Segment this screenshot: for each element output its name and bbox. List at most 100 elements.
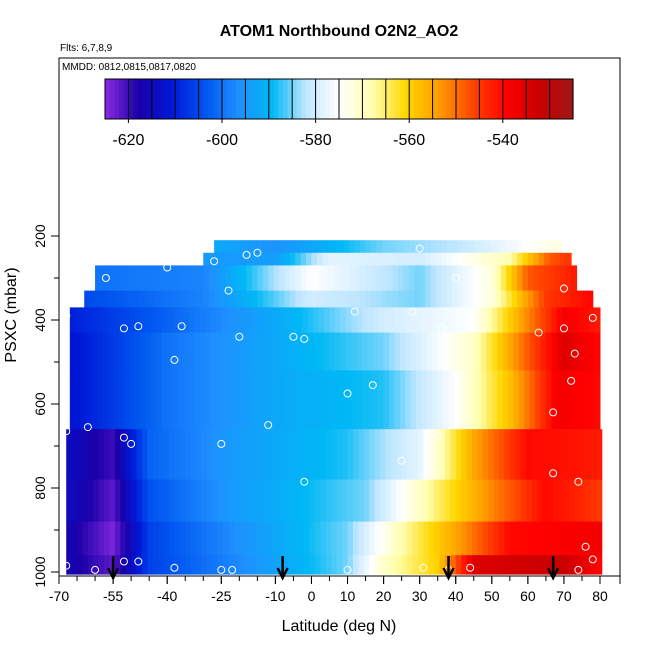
x-tick-label: 50 xyxy=(484,588,500,604)
heatmap-cell xyxy=(379,479,386,523)
heatmap-cell xyxy=(109,429,116,481)
colorbar-cell xyxy=(540,79,546,119)
heatmap-cell xyxy=(531,429,538,481)
heatmap-cell xyxy=(277,521,284,556)
colorbar-cell xyxy=(558,79,565,119)
colorbar-cell xyxy=(151,79,158,119)
heatmap-cell xyxy=(379,429,386,481)
heatmap-cell xyxy=(504,555,511,575)
heatmap-cell xyxy=(569,555,576,575)
heatmap-cell xyxy=(583,370,590,430)
heatmap-cell xyxy=(426,307,433,334)
colorbar-cell xyxy=(381,79,387,119)
heatmap-cell xyxy=(569,479,576,523)
heatmap-cell xyxy=(273,240,280,254)
heatmap-cell xyxy=(439,479,446,523)
heatmap-cell xyxy=(434,479,441,523)
y-tick-label: 800 xyxy=(32,476,48,500)
heatmap-cell xyxy=(446,290,453,308)
heatmap-cell xyxy=(452,252,459,266)
heatmap-cell xyxy=(219,240,226,254)
heatmap-cell xyxy=(223,521,230,556)
heatmap-cell xyxy=(134,370,141,430)
heatmap-cell xyxy=(298,521,305,556)
heatmap-cell xyxy=(403,290,410,308)
heatmap-cell xyxy=(484,290,491,308)
heatmap-cell xyxy=(363,555,370,575)
heatmap-cell xyxy=(417,521,424,556)
heatmap-cell xyxy=(293,429,300,481)
heatmap-cell xyxy=(581,290,588,308)
heatmap-cell xyxy=(486,332,493,371)
heatmap-cell xyxy=(403,252,410,266)
heatmap-cell xyxy=(96,370,103,430)
heatmap-cell xyxy=(250,429,257,481)
heatmap-cell xyxy=(230,290,237,308)
heatmap-cell xyxy=(572,332,579,371)
heatmap-cell xyxy=(275,307,282,334)
heatmap-cell xyxy=(338,240,345,254)
heatmap-cell xyxy=(365,252,372,266)
heatmap-cell xyxy=(401,555,408,575)
heatmap-cell xyxy=(228,429,235,481)
heatmap-cell xyxy=(289,240,296,254)
heatmap-cell xyxy=(453,370,460,430)
heatmap-cell xyxy=(306,240,312,254)
heatmap-cell xyxy=(206,555,213,575)
heatmap-cell xyxy=(127,290,134,308)
heatmap-cell xyxy=(242,370,249,430)
heatmap-cell xyxy=(369,479,376,523)
heatmap-cell xyxy=(506,240,513,254)
sample-point xyxy=(177,322,186,331)
heatmap-cell xyxy=(349,265,356,292)
heatmap-cell xyxy=(464,370,471,430)
heatmap-cell xyxy=(336,521,343,556)
sample-point xyxy=(437,324,446,333)
heatmap-cell xyxy=(477,479,484,523)
heatmap-cell xyxy=(524,332,531,371)
heatmap-cell xyxy=(554,265,561,292)
heatmap-cell xyxy=(580,479,587,523)
heatmap-cell xyxy=(540,332,547,371)
heatmap-cell xyxy=(224,265,231,292)
heatmap-cell xyxy=(410,332,417,371)
heatmap-cell xyxy=(347,429,354,481)
heatmap-cell xyxy=(197,265,204,292)
heatmap-cell xyxy=(533,290,540,308)
heatmap-cell xyxy=(526,429,532,481)
heatmap-cell xyxy=(461,555,468,575)
heatmap-cell xyxy=(300,252,307,266)
heatmap-cell xyxy=(372,307,379,334)
heatmap-cell xyxy=(246,240,253,254)
heatmap-cell xyxy=(562,370,569,430)
heatmap-cell xyxy=(140,370,147,430)
heatmap-cell xyxy=(515,479,522,523)
heatmap-cell xyxy=(531,521,538,556)
heatmap-cell xyxy=(114,479,121,523)
heatmap-cell xyxy=(203,265,210,292)
heatmap-cell xyxy=(269,370,276,430)
heatmap-cell xyxy=(354,240,361,254)
heatmap-cell xyxy=(585,521,592,556)
x-tick-label: 0 xyxy=(308,588,316,604)
heatmap-cell xyxy=(401,429,408,481)
heatmap-cell xyxy=(340,332,347,371)
heatmap-cell xyxy=(304,555,311,575)
heatmap-cell xyxy=(174,429,181,481)
heatmap-cell xyxy=(69,332,76,371)
heatmap-cell xyxy=(152,479,159,523)
heatmap-cell xyxy=(542,555,549,575)
heatmap-cell xyxy=(69,307,76,334)
heatmap-cell xyxy=(378,332,385,371)
heatmap-cell xyxy=(360,290,367,308)
heatmap-cell xyxy=(419,252,426,266)
sample-point xyxy=(170,563,179,572)
heatmap-cell xyxy=(230,240,237,254)
sample-point xyxy=(228,565,237,574)
heatmap-cell xyxy=(378,307,385,334)
heatmap-cell xyxy=(271,555,278,575)
heatmap-cell xyxy=(273,290,280,308)
heatmap-cell xyxy=(188,370,195,430)
heatmap-cell xyxy=(82,429,89,481)
heatmap-cell xyxy=(208,290,215,308)
